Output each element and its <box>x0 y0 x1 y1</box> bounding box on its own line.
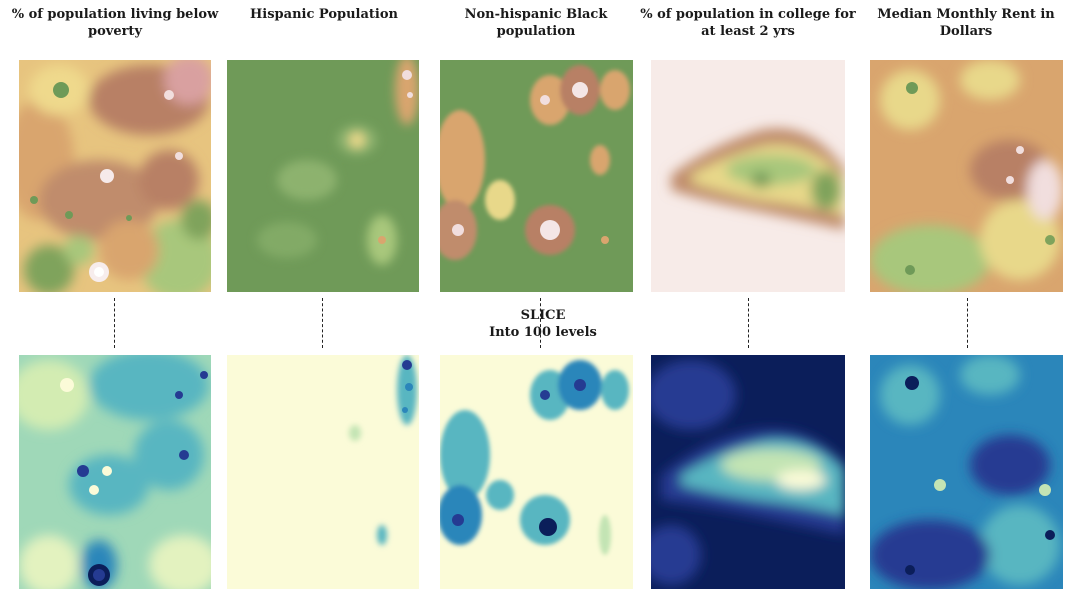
connector-line <box>967 298 968 348</box>
title-line: Hispanic Population <box>250 7 398 22</box>
connector-line <box>322 298 323 348</box>
title-line: Median Monthly Rent in <box>877 7 1055 22</box>
heatmap-poverty-bottom <box>19 355 211 589</box>
connector-line <box>748 298 749 348</box>
column-title-rent: Median Monthly Rent in Dollars <box>856 6 1076 40</box>
title-line: % of population living below <box>11 7 219 22</box>
column-title-black: Non-hispanic Black population <box>426 6 646 40</box>
title-line: population <box>496 24 576 39</box>
heatmap-college-bottom <box>651 355 845 589</box>
connector-line <box>540 298 541 348</box>
heatmap-hispanic-top <box>227 60 419 292</box>
slice-line1: SLICE <box>520 308 566 323</box>
title-line: Non-hispanic Black <box>464 7 608 22</box>
title-line: poverty <box>88 24 142 39</box>
connector-line <box>114 298 115 348</box>
heatmap-black-bottom <box>440 355 633 589</box>
column-title-college: % of population in college for at least … <box>638 6 858 40</box>
heatmap-hispanic-bottom <box>227 355 419 589</box>
heatmap-rent-bottom <box>870 355 1063 589</box>
heatmap-poverty-top <box>19 60 211 292</box>
heatmap-black-top <box>440 60 633 292</box>
slice-label: SLICE Into 100 levels <box>448 307 638 341</box>
heatmap-rent-top <box>870 60 1063 292</box>
title-line: at least 2 yrs <box>701 24 795 39</box>
column-title-hispanic: Hispanic Population <box>214 6 434 23</box>
slice-line2: Into 100 levels <box>489 325 597 340</box>
title-line: % of population in college for <box>640 7 856 22</box>
column-title-poverty: % of population living below poverty <box>5 6 225 40</box>
title-line: Dollars <box>939 24 993 39</box>
heatmap-college-top <box>651 60 845 292</box>
